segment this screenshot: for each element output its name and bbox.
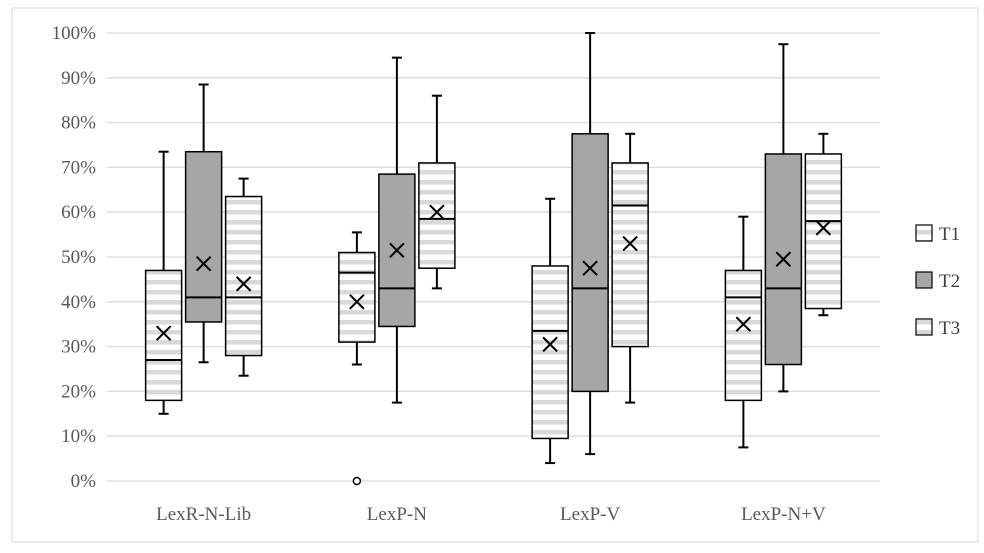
- y-tick-label: 0%: [71, 471, 97, 492]
- mean-marker: [815, 220, 832, 236]
- y-tick-label: 60%: [61, 202, 96, 223]
- box-t1: [531, 197, 569, 465]
- legend-label: T3: [939, 318, 960, 339]
- y-tick-label: 30%: [61, 337, 96, 358]
- box-iqr: [144, 269, 183, 402]
- y-tick-label: 40%: [61, 292, 96, 313]
- y-tick-label: 20%: [61, 381, 96, 402]
- legend-item-t1: T1: [915, 224, 960, 245]
- y-tick-label: 70%: [61, 157, 96, 178]
- mean-marker: [235, 276, 252, 292]
- mean-marker: [735, 316, 752, 332]
- category-label: LexR-N-Lib: [156, 504, 251, 525]
- mean-marker: [582, 260, 598, 276]
- box-t3: [224, 177, 263, 377]
- category-label: LexP-N: [367, 504, 427, 525]
- box-t3: [804, 132, 843, 317]
- legend-swatch: [915, 224, 933, 242]
- category-label: LexP-N+V: [741, 504, 826, 525]
- mean-marker: [155, 325, 172, 341]
- y-tick-label: 50%: [61, 247, 96, 268]
- box-iqr: [531, 265, 569, 440]
- y-axis-ticks: 0% 10% 20% 30% 40% 50% 60% 70% 80% 90% 100%: [52, 23, 97, 492]
- legend-swatch: [915, 318, 933, 336]
- box-t1: [338, 231, 376, 486]
- box-t3: [418, 94, 456, 290]
- mean-marker: [389, 242, 405, 258]
- legend-swatch: [915, 271, 933, 289]
- mean-marker: [195, 256, 212, 272]
- y-tick-label: 10%: [61, 426, 96, 447]
- box-iqr: [224, 195, 263, 357]
- legend-label: T2: [939, 271, 960, 292]
- outlier-point: [352, 476, 362, 486]
- box-iqr: [611, 162, 649, 348]
- box-iqr: [571, 133, 609, 393]
- category-label: LexP-V: [560, 504, 620, 525]
- box-iqr: [724, 269, 763, 402]
- grid-layer: [107, 32, 880, 482]
- box-iqr: [418, 162, 456, 269]
- legend: T1 T2 T3: [915, 224, 960, 339]
- box-t3: [611, 132, 649, 404]
- legend-label: T1: [939, 224, 960, 245]
- box-t2: [571, 32, 609, 456]
- legend-item-t2: T2: [915, 271, 960, 292]
- y-tick-label: 80%: [61, 113, 96, 134]
- mean-marker: [349, 294, 365, 310]
- box-t2: [184, 83, 223, 364]
- box-iqr: [184, 150, 223, 323]
- y-tick-label: 100%: [52, 23, 97, 44]
- box-iqr: [338, 251, 376, 343]
- legend-item-t3: T3: [915, 318, 960, 339]
- mean-marker: [622, 235, 638, 252]
- box-t2: [378, 56, 416, 404]
- mean-marker: [429, 204, 445, 220]
- box-iqr: [804, 153, 843, 310]
- plot-frame: [11, 7, 979, 543]
- box-t1: [144, 150, 183, 415]
- mean-marker: [775, 251, 792, 267]
- mean-marker: [542, 336, 558, 353]
- box-t1: [724, 215, 763, 449]
- y-tick-label: 90%: [61, 68, 96, 89]
- x-axis-categories: LexR-N-Lib LexP-N LexP-V LexP-N+V: [156, 504, 826, 525]
- box-layer: [144, 32, 843, 486]
- box-t2: [764, 43, 803, 393]
